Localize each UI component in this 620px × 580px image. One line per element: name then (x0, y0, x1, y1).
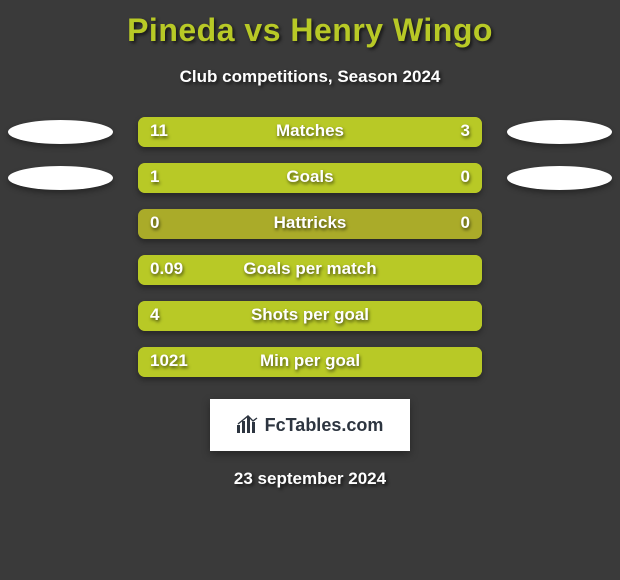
subtitle: Club competitions, Season 2024 (0, 67, 620, 87)
stat-bar: 00Hattricks (138, 209, 482, 239)
stat-bar: 0.09Goals per match (138, 255, 482, 285)
stat-bar: 4Shots per goal (138, 301, 482, 331)
stat-label: Goals per match (138, 259, 482, 279)
stat-row: 1021Min per goal (0, 347, 620, 377)
stat-bar: 113Matches (138, 117, 482, 147)
stat-label: Matches (138, 121, 482, 141)
logo-text: FcTables.com (265, 415, 384, 436)
stat-row: 0.09Goals per match (0, 255, 620, 285)
page-title: Pineda vs Henry Wingo (0, 0, 620, 49)
stat-label: Min per goal (138, 351, 482, 371)
stats-container: 113Matches 10Goals 00Hattricks 0.09Goals pe… (0, 117, 620, 377)
stat-label: Shots per goal (138, 305, 482, 325)
player-left-oval (8, 120, 113, 144)
stat-row: 00Hattricks (0, 209, 620, 239)
stat-row: 113Matches (0, 117, 620, 147)
date-text: 23 september 2024 (0, 469, 620, 489)
stat-row: 10Goals (0, 163, 620, 193)
stat-label: Hattricks (138, 213, 482, 233)
player-right-oval (507, 166, 612, 190)
stat-bar: 10Goals (138, 163, 482, 193)
chart-icon (237, 413, 259, 438)
player-right-oval (507, 120, 612, 144)
player-left-oval (8, 166, 113, 190)
logo-box: FcTables.com (210, 399, 410, 451)
stat-row: 4Shots per goal (0, 301, 620, 331)
stat-label: Goals (138, 167, 482, 187)
stat-bar: 1021Min per goal (138, 347, 482, 377)
